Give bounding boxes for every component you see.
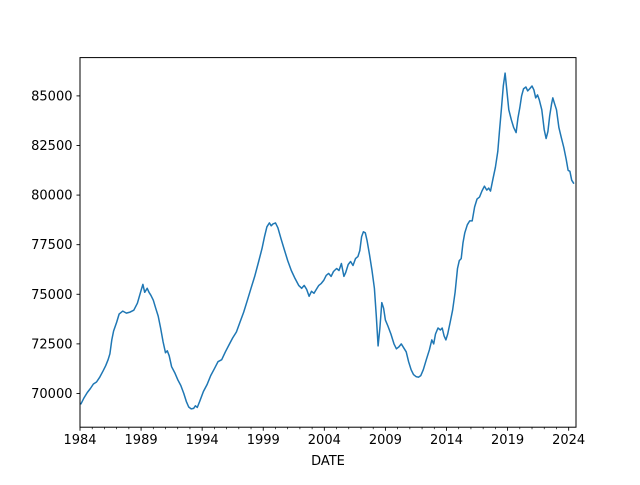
x-axis: 1984 1989 1994 1999 2004 2009 2014 2019 2024 bbox=[63, 427, 585, 448]
x-tick-label: 1994 bbox=[186, 433, 219, 448]
y-axis: 70000 72500 75000 77500 80000 82500 85000 bbox=[31, 89, 80, 402]
x-tick-label: 2019 bbox=[491, 433, 524, 448]
x-tick-label: 1999 bbox=[247, 433, 280, 448]
x-tick-label: 2004 bbox=[308, 433, 341, 448]
x-tick-label: 1984 bbox=[63, 433, 96, 448]
x-tick-label: 1989 bbox=[125, 433, 158, 448]
y-tick-label: 72500 bbox=[31, 337, 72, 352]
x-tick-label: 2024 bbox=[552, 433, 585, 448]
x-axis-label: DATE bbox=[311, 454, 345, 469]
y-tick-label: 77500 bbox=[31, 238, 72, 253]
plot-frame bbox=[79, 57, 577, 428]
y-tick-label: 85000 bbox=[31, 89, 72, 104]
x-tick-label: 2014 bbox=[430, 433, 463, 448]
y-tick-label: 80000 bbox=[31, 189, 72, 204]
data-line bbox=[80, 72, 575, 410]
y-tick-label: 82500 bbox=[31, 139, 72, 154]
y-tick-label: 70000 bbox=[31, 387, 72, 402]
x-tick-label: 2009 bbox=[369, 433, 402, 448]
y-tick-label: 75000 bbox=[31, 288, 72, 303]
